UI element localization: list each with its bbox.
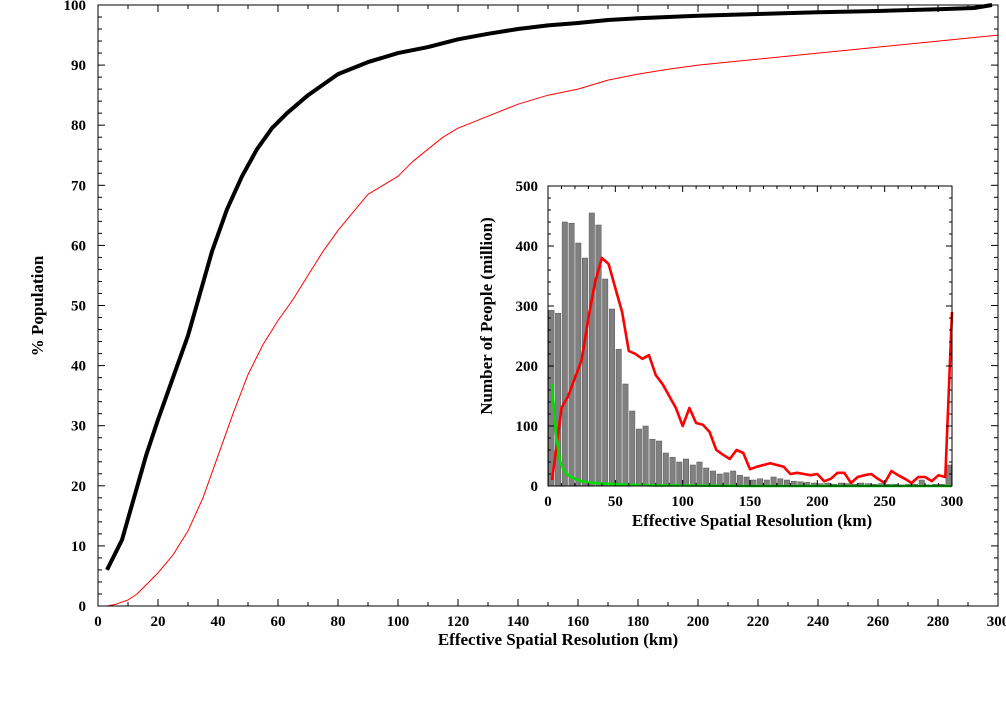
inset-bar bbox=[582, 257, 588, 487]
main-x-tick-label: 120 bbox=[447, 614, 470, 630]
main-y-tick-label: 0 bbox=[79, 599, 87, 615]
main-y-tick-label: 100 bbox=[64, 0, 87, 14]
main-x-tick-label: 200 bbox=[687, 614, 710, 630]
inset-bar bbox=[629, 410, 636, 487]
main-y-axis-title: % Population bbox=[28, 255, 47, 356]
inset-x-tick-label: 50 bbox=[608, 494, 623, 510]
inset-bar bbox=[716, 473, 723, 487]
main-x-axis-title: Effective Spatial Resolution (km) bbox=[438, 630, 678, 649]
inset-x-tick-label: 100 bbox=[671, 494, 694, 510]
inset-x-tick-label: 200 bbox=[806, 494, 829, 510]
main-x-tick-label: 180 bbox=[627, 614, 650, 630]
main-plot: 0 20 40 60 80 100 120 140 160 180 200 220 240 260 280 3… bbox=[28, 0, 1006, 649]
inset-bar bbox=[676, 461, 683, 487]
main-line-red bbox=[106, 34, 999, 607]
main-x-tick-label: 60 bbox=[271, 614, 286, 630]
inset-bar bbox=[561, 221, 568, 487]
inset-bar bbox=[635, 428, 642, 487]
main-x-tick-label: 100 bbox=[387, 614, 410, 630]
main-x-tick-label: 280 bbox=[927, 614, 950, 630]
main-x-tick-label: 160 bbox=[567, 614, 590, 630]
main-x-tick-labels: 0 20 40 60 80 100 120 140 160 180 200 220 240 260 280 3… bbox=[94, 614, 1006, 630]
inset-bar bbox=[615, 348, 622, 487]
inset-x-tick-labels: 0 50 100 150 200 250 300 bbox=[544, 494, 963, 510]
main-y-tick-label: 60 bbox=[71, 238, 86, 254]
inset-bar bbox=[669, 456, 676, 487]
inset-plot-frame bbox=[547, 185, 953, 487]
inset-x-tick-label: 250 bbox=[873, 494, 896, 510]
main-y-tick-labels: 0 10 20 30 40 50 60 70 80 90 100 bbox=[64, 0, 87, 615]
inset-bar bbox=[770, 476, 777, 487]
inset-bar bbox=[602, 278, 609, 487]
inset-y-tick-label: 0 bbox=[531, 479, 539, 495]
main-y-tick-label: 30 bbox=[71, 419, 86, 435]
inset-y-tick-label: 100 bbox=[516, 419, 539, 435]
inset-bar bbox=[649, 438, 656, 487]
main-y-tick-label: 70 bbox=[71, 178, 86, 194]
main-x-tick-label: 20 bbox=[151, 614, 166, 630]
main-x-tick-label: 260 bbox=[867, 614, 890, 630]
main-x-tick-label: 300 bbox=[987, 614, 1006, 630]
inset-bar bbox=[689, 464, 696, 487]
main-series-red bbox=[106, 34, 999, 607]
inset-y-tick-label: 300 bbox=[516, 299, 539, 315]
inset-x-tick-label: 0 bbox=[544, 494, 552, 510]
main-y-tick-label: 50 bbox=[71, 299, 86, 315]
inset-y-axis-title: Number of People (million) bbox=[477, 217, 496, 415]
main-plot-frame bbox=[97, 4, 999, 607]
main-tick-marks bbox=[97, 4, 999, 607]
inset-bar bbox=[710, 470, 716, 487]
inset-bar bbox=[743, 476, 750, 487]
inset-bar bbox=[696, 461, 703, 487]
inset-bar bbox=[642, 425, 649, 487]
main-y-tick-label: 10 bbox=[71, 539, 86, 555]
inset-bar bbox=[730, 470, 737, 487]
main-y-tick-label: 80 bbox=[71, 118, 86, 134]
inset-bars bbox=[548, 212, 952, 487]
inset-x-axis-title: Effective Spatial Resolution (km) bbox=[632, 511, 872, 530]
main-y-tick-label: 90 bbox=[71, 58, 86, 74]
main-y-tick-label: 40 bbox=[71, 359, 86, 375]
inset-bar bbox=[683, 458, 689, 487]
inset-x-tick-label: 150 bbox=[739, 494, 762, 510]
main-x-tick-label: 240 bbox=[807, 614, 830, 630]
inset-bar bbox=[622, 383, 629, 487]
inset-bar bbox=[568, 222, 575, 487]
inset-y-tick-label: 200 bbox=[516, 359, 539, 375]
main-y-tick-label: 20 bbox=[71, 479, 86, 495]
main-x-tick-label: 40 bbox=[211, 614, 226, 630]
inset-bar bbox=[736, 474, 743, 487]
inset-plot: 0 50 100 150 200 250 300 0 100 200 300 400 500 Effe… bbox=[476, 176, 965, 530]
inset-y-tick-labels: 0 100 200 300 400 500 bbox=[516, 179, 539, 495]
inset-bar bbox=[703, 467, 710, 487]
main-line-black bbox=[105, 3, 993, 571]
main-series-black bbox=[105, 3, 993, 571]
main-x-tick-label: 140 bbox=[507, 614, 530, 630]
main-x-tick-label: 0 bbox=[94, 614, 102, 630]
inset-bar bbox=[588, 212, 595, 487]
inset-y-tick-label: 400 bbox=[516, 239, 539, 255]
inset-bar bbox=[656, 440, 663, 487]
main-x-tick-label: 220 bbox=[747, 614, 770, 630]
inset-y-tick-label: 500 bbox=[516, 179, 539, 195]
inset-bar bbox=[609, 308, 615, 487]
main-x-tick-label: 80 bbox=[331, 614, 346, 630]
inset-bar bbox=[662, 452, 669, 487]
inset-x-tick-label: 300 bbox=[941, 494, 964, 510]
inset-bar bbox=[723, 472, 730, 487]
